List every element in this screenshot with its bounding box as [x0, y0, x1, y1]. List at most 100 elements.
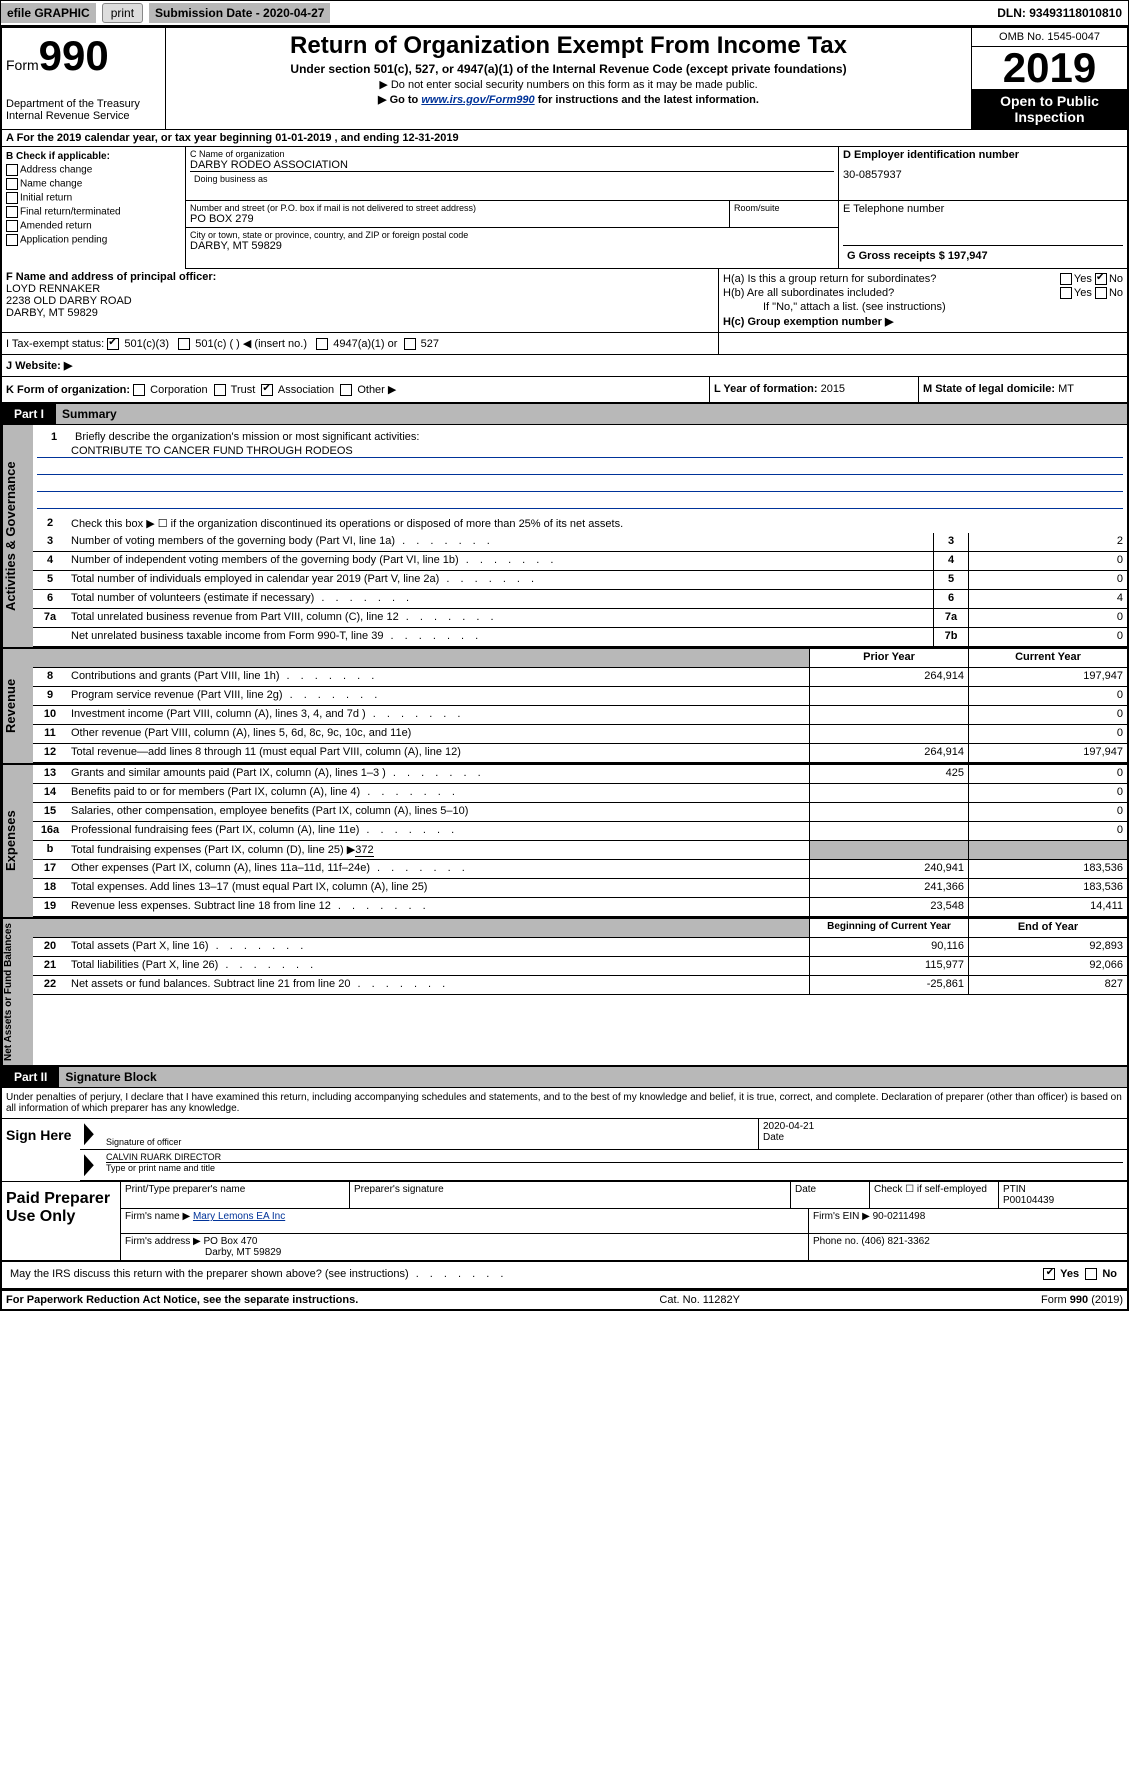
- p12: 264,914: [809, 744, 968, 762]
- instructions-link-line: ▶ Go to www.irs.gov/Form990 for instruct…: [174, 93, 963, 106]
- form-title: Return of Organization Exempt From Incom…: [174, 32, 963, 60]
- firm-name-link[interactable]: Mary Lemons EA Inc: [193, 1211, 285, 1222]
- prep-name-label: Print/Type preparer's name: [121, 1182, 350, 1208]
- declaration-text: Under penalties of perjury, I declare th…: [2, 1088, 1127, 1118]
- check-501c3[interactable]: [107, 338, 119, 350]
- line-20: Total assets (Part X, line 16): [67, 938, 809, 956]
- val-5: 0: [968, 571, 1127, 589]
- line-4: Number of independent voting members of …: [67, 552, 933, 570]
- form-id-block: Form990 Department of the Treasury Inter…: [2, 28, 166, 129]
- c11: 0: [968, 725, 1127, 743]
- check-final[interactable]: [6, 206, 18, 218]
- p16a: [809, 822, 968, 840]
- p22: -25,861: [809, 976, 968, 994]
- form-subtitle: Under section 501(c), 527, or 4947(a)(1)…: [174, 62, 963, 76]
- p20: 90,116: [809, 938, 968, 956]
- dept-treasury: Department of the Treasury: [6, 98, 161, 110]
- top-bar: efile GRAPHIC print Submission Date - 20…: [0, 0, 1129, 26]
- line-7b: Net unrelated business taxable income fr…: [67, 628, 933, 646]
- p21: 115,977: [809, 957, 968, 975]
- line-19: Revenue less expenses. Subtract line 18 …: [67, 898, 809, 916]
- self-employed: Check ☐ if self-employed: [870, 1182, 999, 1208]
- c20: 92,893: [968, 938, 1127, 956]
- firm-ein-label: Firm's EIN ▶: [813, 1211, 870, 1222]
- p9: [809, 687, 968, 705]
- firm-phone-label: Phone no.: [813, 1236, 859, 1247]
- discuss-text: May the IRS discuss this return with the…: [6, 1266, 961, 1284]
- discuss-no[interactable]: [1085, 1268, 1097, 1280]
- hb-yes[interactable]: [1060, 287, 1072, 299]
- firm-ein-value: 90-0211498: [873, 1211, 926, 1222]
- ptin-value: P00104439: [1003, 1195, 1123, 1206]
- c14: 0: [968, 784, 1127, 802]
- p14: [809, 784, 968, 802]
- check-name[interactable]: [6, 178, 18, 190]
- line-22: Net assets or fund balances. Subtract li…: [67, 976, 809, 994]
- val-7a: 0: [968, 609, 1127, 627]
- part-1-header: Part I Summary: [2, 404, 1127, 425]
- side-expenses: Expenses: [2, 765, 33, 917]
- prep-date-label: Date: [791, 1182, 870, 1208]
- org-name-label: C Name of organization: [190, 149, 834, 159]
- line-16a: Professional fundraising fees (Part IX, …: [67, 822, 809, 840]
- sign-here-label: Sign Here: [2, 1119, 80, 1181]
- line-1-text: Briefly describe the organization's miss…: [71, 429, 1123, 445]
- officer-name: CALVIN RUARK DIRECTOR: [106, 1152, 1123, 1163]
- print-button[interactable]: print: [102, 3, 143, 23]
- val-4: 0: [968, 552, 1127, 570]
- check-corp[interactable]: [133, 384, 145, 396]
- street-value: PO BOX 279: [190, 213, 725, 225]
- p11: [809, 725, 968, 743]
- check-trust[interactable]: [214, 384, 226, 396]
- c21: 92,066: [968, 957, 1127, 975]
- p15: [809, 803, 968, 821]
- check-initial[interactable]: [6, 192, 18, 204]
- ha-yes[interactable]: [1060, 273, 1072, 285]
- city-label: City or town, state or province, country…: [190, 230, 834, 240]
- org-name: DARBY RODEO ASSOCIATION: [190, 159, 834, 171]
- check-application[interactable]: [6, 234, 18, 246]
- line-21: Total liabilities (Part X, line 26): [67, 957, 809, 975]
- ha-no[interactable]: [1095, 273, 1107, 285]
- box-f: F Name and address of principal officer:…: [2, 269, 719, 332]
- irs-link[interactable]: www.irs.gov/Form990: [421, 94, 534, 106]
- hdr-prior: Prior Year: [809, 649, 968, 667]
- val-3: 2: [968, 533, 1127, 551]
- line-7a: Total unrelated business revenue from Pa…: [67, 609, 933, 627]
- side-governance: Activities & Governance: [2, 425, 33, 647]
- part-2-header: Part II Signature Block: [2, 1065, 1127, 1088]
- signature-officer: Signature of officer: [102, 1119, 758, 1149]
- firm-addr1: PO Box 470: [204, 1236, 258, 1247]
- check-527[interactable]: [404, 338, 416, 350]
- line-10: Investment income (Part VIII, column (A)…: [67, 706, 809, 724]
- line-12: Total revenue—add lines 8 through 11 (mu…: [67, 744, 809, 762]
- c8: 197,947: [968, 668, 1127, 686]
- footer-mid: Cat. No. 11282Y: [358, 1294, 1041, 1306]
- check-address[interactable]: [6, 164, 18, 176]
- firm-name-label: Firm's name ▶: [125, 1211, 190, 1222]
- form-prefix: Form: [6, 57, 39, 73]
- box-i: I Tax-exempt status: 501(c)(3) 501(c) ( …: [2, 333, 719, 354]
- c10: 0: [968, 706, 1127, 724]
- line-11: Other revenue (Part VIII, column (A), li…: [67, 725, 809, 743]
- line-6: Total number of volunteers (estimate if …: [67, 590, 933, 608]
- line-15: Salaries, other compensation, employee b…: [67, 803, 809, 821]
- box-h: H(a) Is this a group return for subordin…: [719, 269, 1127, 332]
- discuss-yes[interactable]: [1043, 1268, 1055, 1280]
- box-m: M State of legal domicile: MT: [918, 377, 1127, 402]
- box-b: B Check if applicable: Address change Na…: [2, 147, 186, 269]
- box-j: J Website: ▶: [2, 355, 1127, 377]
- p8: 264,914: [809, 668, 968, 686]
- ein-value: 30-0857937: [843, 169, 1123, 181]
- check-other[interactable]: [340, 384, 352, 396]
- room-label: Room/suite: [730, 201, 838, 227]
- c15: 0: [968, 803, 1127, 821]
- line-8: Contributions and grants (Part VIII, lin…: [67, 668, 809, 686]
- check-amended[interactable]: [6, 220, 18, 232]
- hdr-end: End of Year: [968, 919, 1127, 937]
- line-17: Other expenses (Part IX, column (A), lin…: [67, 860, 809, 878]
- check-assoc[interactable]: [261, 384, 273, 396]
- hb-no[interactable]: [1095, 287, 1107, 299]
- check-501c[interactable]: [178, 338, 190, 350]
- check-4947[interactable]: [316, 338, 328, 350]
